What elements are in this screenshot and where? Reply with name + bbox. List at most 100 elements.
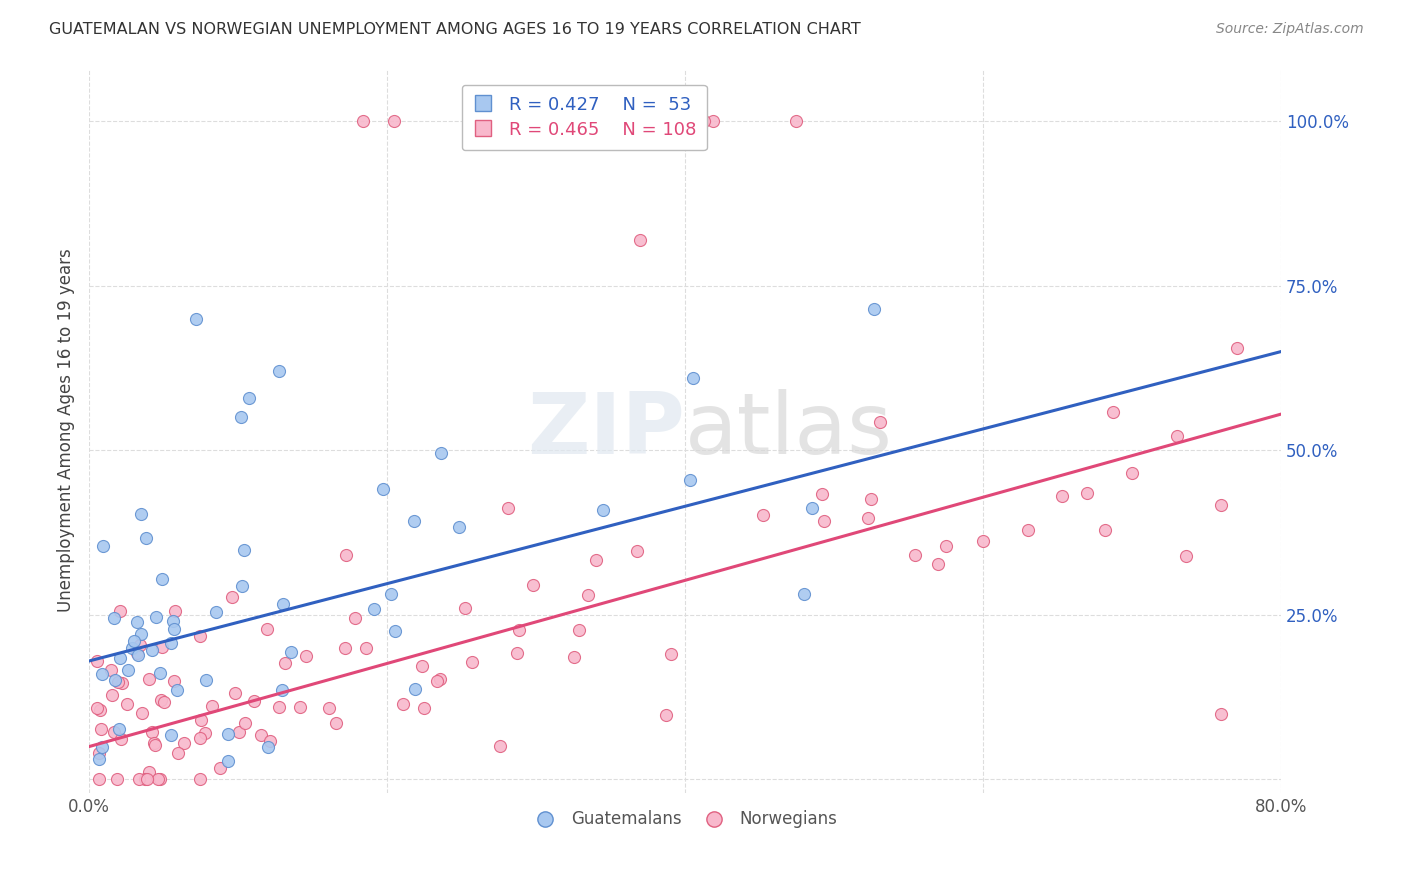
- Point: [194, 726, 217, 740]
- Point: [927, 557, 949, 571]
- Point: [224, 686, 246, 700]
- Point: [363, 601, 385, 615]
- Point: [141, 642, 163, 657]
- Point: [127, 648, 149, 663]
- Point: [107, 722, 129, 736]
- Point: [344, 610, 367, 624]
- Point: [128, 772, 150, 787]
- Point: [813, 514, 835, 528]
- Point: [856, 511, 879, 525]
- Point: [489, 739, 512, 753]
- Point: [693, 114, 716, 128]
- Point: [163, 603, 186, 617]
- Point: [86, 655, 108, 669]
- Point: [1050, 489, 1073, 503]
- Point: [1175, 549, 1198, 563]
- Point: [595, 114, 617, 128]
- Point: [679, 473, 702, 487]
- Point: [104, 673, 127, 687]
- Point: [354, 641, 377, 656]
- Point: [149, 666, 172, 681]
- Point: [751, 508, 773, 523]
- Text: Source: ZipAtlas.com: Source: ZipAtlas.com: [1216, 22, 1364, 37]
- Point: [163, 622, 186, 636]
- Point: [134, 772, 156, 787]
- Point: [150, 692, 173, 706]
- Point: [190, 713, 212, 727]
- Point: [449, 520, 471, 534]
- Point: [160, 636, 183, 650]
- Point: [90, 739, 112, 754]
- Point: [565, 114, 588, 128]
- Point: [325, 716, 347, 731]
- Point: [318, 701, 340, 715]
- Point: [564, 649, 586, 664]
- Point: [107, 675, 129, 690]
- Point: [904, 548, 927, 562]
- Point: [1211, 498, 1233, 512]
- Point: [201, 699, 224, 714]
- Point: [87, 752, 110, 766]
- Point: [1121, 466, 1143, 480]
- Point: [217, 726, 239, 740]
- Point: [659, 648, 682, 662]
- Point: [121, 640, 143, 655]
- Point: [267, 364, 290, 378]
- Point: [972, 534, 994, 549]
- Point: [188, 629, 211, 643]
- Point: [273, 656, 295, 670]
- Point: [810, 487, 832, 501]
- Point: [505, 646, 527, 660]
- Point: [238, 391, 260, 405]
- Point: [862, 302, 884, 317]
- Point: [271, 597, 294, 611]
- Point: [87, 746, 110, 760]
- Point: [163, 673, 186, 688]
- Point: [101, 689, 124, 703]
- Point: [127, 615, 149, 629]
- Point: [194, 673, 217, 687]
- Point: [411, 659, 433, 673]
- Point: [231, 579, 253, 593]
- Point: [204, 606, 226, 620]
- Point: [108, 604, 131, 618]
- Point: [655, 708, 678, 723]
- Point: [280, 645, 302, 659]
- Point: [131, 706, 153, 720]
- Point: [128, 638, 150, 652]
- Point: [167, 746, 190, 760]
- Point: [568, 623, 591, 637]
- Point: [702, 114, 724, 128]
- Point: [131, 507, 153, 521]
- Point: [453, 601, 475, 615]
- Point: [135, 772, 157, 787]
- Point: [87, 772, 110, 787]
- Point: [682, 371, 704, 385]
- Point: [585, 553, 607, 567]
- Point: [592, 503, 614, 517]
- Point: [508, 623, 530, 637]
- Point: [382, 114, 405, 128]
- Point: [152, 695, 174, 709]
- Text: atlas: atlas: [685, 389, 893, 472]
- Point: [166, 683, 188, 698]
- Point: [1076, 485, 1098, 500]
- Point: [250, 728, 273, 742]
- Point: [233, 715, 256, 730]
- Point: [91, 539, 114, 553]
- Point: [160, 728, 183, 742]
- Point: [209, 761, 232, 775]
- Point: [626, 544, 648, 558]
- Text: GUATEMALAN VS NORWEGIAN UNEMPLOYMENT AMONG AGES 16 TO 19 YEARS CORRELATION CHART: GUATEMALAN VS NORWEGIAN UNEMPLOYMENT AMO…: [49, 22, 860, 37]
- Point: [149, 772, 172, 787]
- Point: [141, 724, 163, 739]
- Point: [90, 722, 112, 736]
- Point: [869, 416, 891, 430]
- Point: [352, 114, 374, 128]
- Point: [108, 651, 131, 665]
- Point: [188, 731, 211, 745]
- Point: [143, 738, 166, 752]
- Point: [91, 666, 114, 681]
- Point: [413, 701, 436, 715]
- Point: [496, 501, 519, 516]
